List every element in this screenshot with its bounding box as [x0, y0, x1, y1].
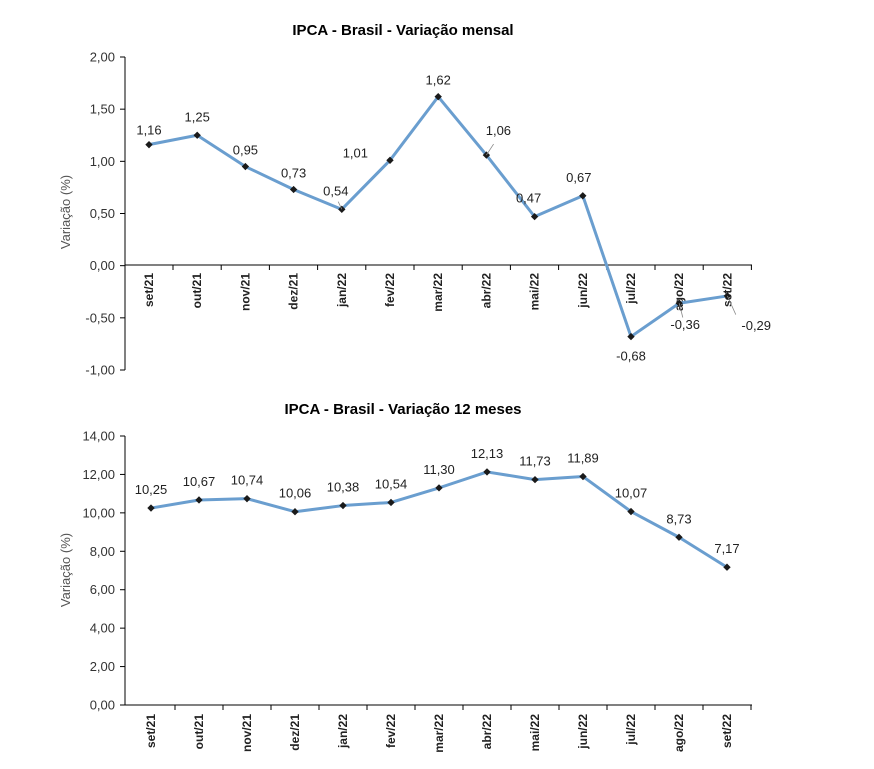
- data-point: [435, 484, 443, 492]
- data-point: [723, 563, 731, 571]
- x-tick-label: jan/22: [336, 714, 350, 749]
- x-tick-label: dez/21: [287, 273, 301, 310]
- data-point: [434, 92, 442, 101]
- data-point: [387, 498, 395, 507]
- data-point: [483, 468, 491, 476]
- x-tick-label: set/21: [144, 714, 158, 748]
- x-tick-label: out/21: [192, 714, 206, 750]
- data-label: -0,68: [616, 349, 646, 364]
- data-label: 12,13: [471, 446, 504, 461]
- x-tick-label: jun/22: [576, 273, 590, 309]
- data-point: [243, 494, 251, 503]
- x-tick-label: mar/22: [432, 714, 446, 753]
- y-tick-label: 8,00: [90, 544, 115, 559]
- y-tick-label: 4,00: [90, 621, 115, 636]
- x-tick-label: set/21: [142, 273, 156, 307]
- x-tick-label: mai/22: [528, 714, 542, 752]
- x-tick-label: jul/22: [624, 273, 638, 305]
- data-label: 8,73: [666, 511, 691, 526]
- data-label-leader: [678, 303, 684, 318]
- data-label: 11,89: [567, 451, 599, 466]
- data-label-leader: [727, 295, 737, 315]
- data-label: 7,17: [714, 541, 739, 556]
- y-tick-label: 1,50: [90, 102, 115, 117]
- data-point: [627, 507, 635, 516]
- x-tick-label: mar/22: [431, 273, 445, 312]
- x-tick-label: jan/22: [335, 273, 349, 308]
- data-label: 0,73: [281, 166, 306, 181]
- x-tick-label: nov/21: [240, 714, 254, 752]
- data-point: [627, 332, 635, 341]
- data-point: [530, 212, 539, 221]
- x-tick-label: set/22: [720, 273, 734, 307]
- y-tick-label: 1,00: [90, 154, 115, 169]
- x-tick-label: out/21: [190, 273, 204, 309]
- data-label: 11,30: [423, 462, 455, 477]
- y-tick-label: -0,50: [85, 310, 115, 325]
- chart-title: IPCA - Brasil - Variação 12 meses: [284, 401, 521, 418]
- data-label: 10,25: [135, 482, 168, 497]
- data-label: 1,06: [486, 123, 511, 138]
- x-tick-label: fev/22: [384, 714, 398, 748]
- y-tick-label: 14,00: [82, 429, 115, 444]
- data-label: 0,95: [233, 143, 258, 158]
- y-tick-label: 6,00: [90, 582, 115, 597]
- data-label: 10,07: [615, 486, 648, 501]
- data-label: 0,47: [516, 191, 541, 206]
- y-tick-label: 10,00: [82, 505, 115, 520]
- data-label: 0,67: [566, 170, 591, 185]
- data-label: 10,67: [183, 474, 216, 489]
- y-tick-label: 0,00: [90, 698, 115, 713]
- y-tick-label: -1,00: [85, 363, 115, 378]
- data-label: -0,36: [670, 317, 700, 332]
- data-label: 1,62: [426, 73, 451, 88]
- data-label-leader: [337, 201, 343, 210]
- data-point: [579, 192, 587, 200]
- data-label: 10,38: [327, 480, 360, 495]
- x-tick-label: ago/22: [672, 714, 686, 752]
- x-tick-label: nov/21: [238, 273, 252, 311]
- data-point: [291, 508, 299, 516]
- y-tick-label: 2,00: [90, 50, 115, 65]
- x-tick-label: jul/22: [624, 714, 638, 746]
- x-tick-label: abr/22: [479, 273, 493, 309]
- data-point: [145, 140, 153, 149]
- y-axis-label: Variação (%): [58, 175, 73, 249]
- x-tick-label: fev/22: [383, 273, 397, 307]
- data-label: 10,06: [279, 486, 312, 501]
- data-point: [675, 299, 683, 307]
- data-label: 0,54: [323, 183, 348, 198]
- y-tick-label: 0,50: [90, 206, 115, 221]
- data-label: 1,01: [343, 145, 368, 160]
- data-label: 11,73: [519, 454, 551, 469]
- chart-title: IPCA - Brasil - Variação mensal: [292, 22, 513, 39]
- y-tick-label: 2,00: [90, 659, 115, 674]
- x-tick-label: dez/21: [288, 714, 302, 751]
- data-label-leader: [486, 143, 494, 156]
- data-point: [339, 501, 347, 510]
- data-point: [675, 533, 683, 541]
- data-label: 1,16: [136, 123, 161, 138]
- data-point: [723, 292, 732, 300]
- data-point: [147, 504, 155, 512]
- data-label: -0,29: [741, 318, 771, 333]
- y-tick-label: 0,00: [90, 258, 115, 273]
- twelve-month-variation-chart: IPCA - Brasil - Variação 12 meses Variaç…: [58, 401, 752, 753]
- x-tick-label: jun/22: [576, 714, 590, 750]
- data-label: 10,74: [231, 473, 264, 488]
- data-label: 10,54: [375, 476, 408, 491]
- monthly-variation-chart: IPCA - Brasil - Variação mensal Variação…: [58, 22, 771, 378]
- data-point: [195, 496, 203, 504]
- x-tick-label: mai/22: [528, 273, 542, 311]
- x-tick-label: abr/22: [480, 714, 494, 750]
- data-point: [531, 475, 539, 484]
- data-label: 1,25: [185, 109, 210, 124]
- y-axis-label: Variação (%): [58, 533, 73, 607]
- y-tick-label: 12,00: [82, 467, 115, 482]
- x-tick-label: set/22: [720, 714, 734, 748]
